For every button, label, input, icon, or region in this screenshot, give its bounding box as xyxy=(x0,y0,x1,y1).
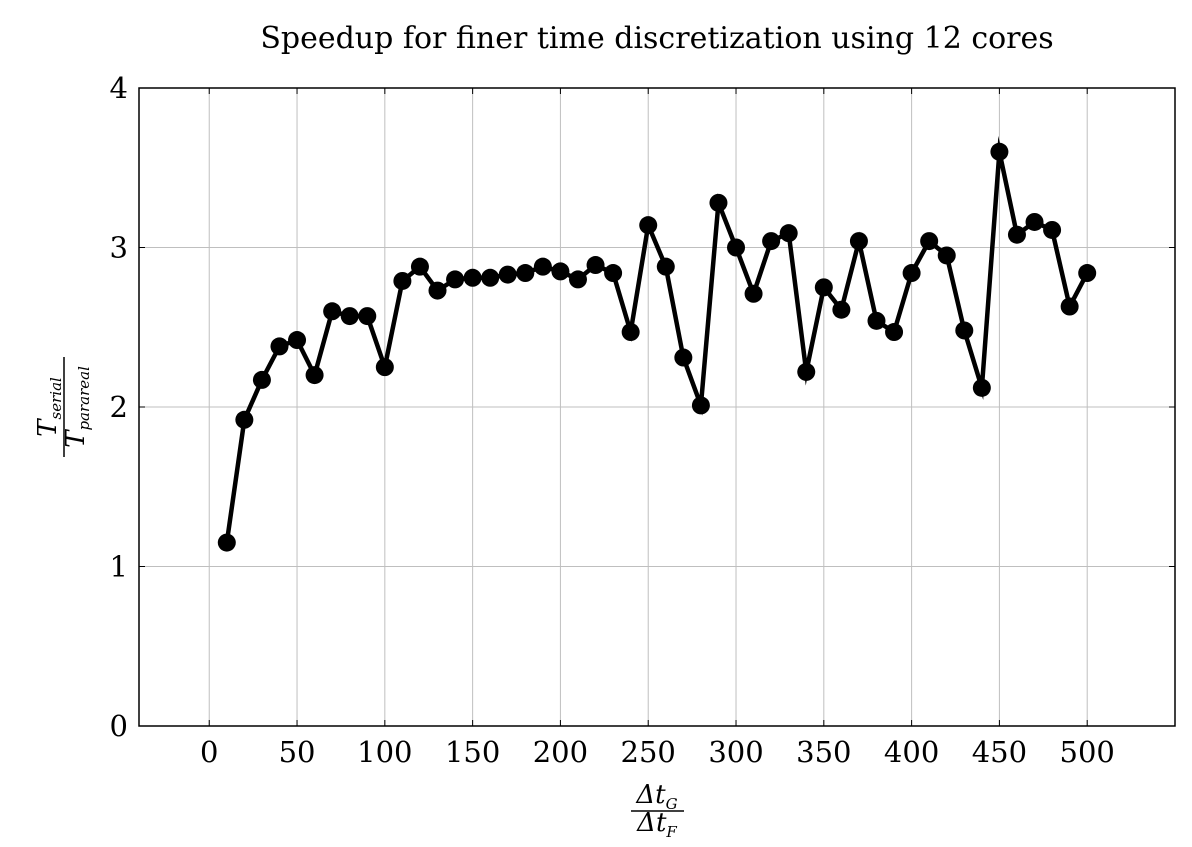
y-tick-label: 3 xyxy=(110,231,128,265)
x-tick-label: 50 xyxy=(279,735,316,769)
x-label-numerator-sub: G xyxy=(666,795,678,813)
data-point xyxy=(252,370,271,389)
y-tick-label: 4 xyxy=(110,71,128,105)
data-point xyxy=(744,284,763,303)
data-point xyxy=(428,281,447,300)
data-point xyxy=(990,142,1009,161)
chart-title: Speedup for finer time discretization us… xyxy=(260,21,1053,56)
data-point xyxy=(955,321,974,340)
data-point xyxy=(340,307,359,326)
data-point xyxy=(393,271,412,290)
data-point xyxy=(288,331,307,350)
svg-text:Tparareal: Tparareal xyxy=(61,366,93,448)
data-point xyxy=(1060,297,1079,316)
data-point xyxy=(885,323,904,342)
x-tick-label: 0 xyxy=(200,735,218,769)
data-point xyxy=(217,533,236,552)
data-point xyxy=(937,246,956,265)
svg-text:ΔtG: ΔtG xyxy=(635,780,677,813)
y-tick-label: 1 xyxy=(110,550,128,584)
y-label-denominator: T xyxy=(61,429,91,448)
data-point xyxy=(551,262,570,281)
data-point xyxy=(305,366,324,385)
data-point xyxy=(797,362,816,381)
x-label-denominator-sub: F xyxy=(665,823,677,841)
data-point xyxy=(621,323,640,342)
data-point xyxy=(1043,220,1062,239)
data-point xyxy=(691,396,710,415)
data-point xyxy=(832,300,851,319)
data-point xyxy=(410,257,429,276)
y-axis-label: Tserial Tparareal xyxy=(33,357,93,457)
data-point xyxy=(1007,225,1026,244)
data-point xyxy=(358,307,377,326)
y-label-numerator: T xyxy=(33,418,63,437)
data-point xyxy=(814,278,833,297)
data-point xyxy=(779,224,798,243)
x-tick-label: 400 xyxy=(884,735,939,769)
data-point xyxy=(674,348,693,367)
data-point xyxy=(481,268,500,287)
series-layer xyxy=(217,135,1097,552)
y-label-numerator-sub: serial xyxy=(47,377,65,419)
data-point xyxy=(656,257,675,276)
x-axis-label: ΔtG ΔtF xyxy=(631,780,684,841)
data-point xyxy=(920,232,939,251)
data-point xyxy=(533,257,552,276)
data-point xyxy=(849,232,868,251)
data-point xyxy=(516,264,535,283)
data-point xyxy=(762,232,781,251)
data-point xyxy=(639,216,658,235)
data-point xyxy=(727,238,746,257)
data-point xyxy=(463,268,482,287)
x-tick-label: 200 xyxy=(533,735,588,769)
data-point xyxy=(323,302,342,321)
y-label-denominator-sub: parareal xyxy=(75,366,93,431)
data-point xyxy=(604,264,623,283)
y-axis-ticks: 0 1 2 3 4 xyxy=(110,71,1175,743)
data-point xyxy=(586,256,605,275)
data-point xyxy=(902,264,921,283)
data-point xyxy=(867,311,886,330)
x-label-numerator: Δt xyxy=(635,780,666,810)
data-point xyxy=(972,378,991,397)
svg-text:Tserial: Tserial xyxy=(33,377,65,437)
x-tick-label: 100 xyxy=(357,735,412,769)
data-point xyxy=(446,270,465,289)
y-tick-label: 2 xyxy=(110,390,128,424)
y-tick-label: 0 xyxy=(110,709,128,743)
data-point xyxy=(498,265,517,284)
x-tick-label: 450 xyxy=(972,735,1027,769)
x-tick-label: 350 xyxy=(796,735,851,769)
data-point xyxy=(709,193,728,212)
data-point xyxy=(375,358,394,377)
data-point xyxy=(1078,264,1097,283)
data-point xyxy=(235,410,254,429)
x-tick-label: 250 xyxy=(621,735,676,769)
data-point xyxy=(1025,212,1044,231)
grid-lines xyxy=(139,87,1175,727)
x-axis-ticks: 0 50 100 150 200 250 300 350 400 450 500 xyxy=(200,88,1115,769)
x-label-denominator: Δt xyxy=(636,808,667,838)
svg-text:ΔtF: ΔtF xyxy=(636,808,677,841)
x-tick-label: 150 xyxy=(445,735,500,769)
series-line xyxy=(224,135,1090,543)
x-tick-label: 500 xyxy=(1060,735,1115,769)
data-point xyxy=(568,270,587,289)
data-point xyxy=(270,337,289,356)
x-tick-label: 300 xyxy=(708,735,763,769)
